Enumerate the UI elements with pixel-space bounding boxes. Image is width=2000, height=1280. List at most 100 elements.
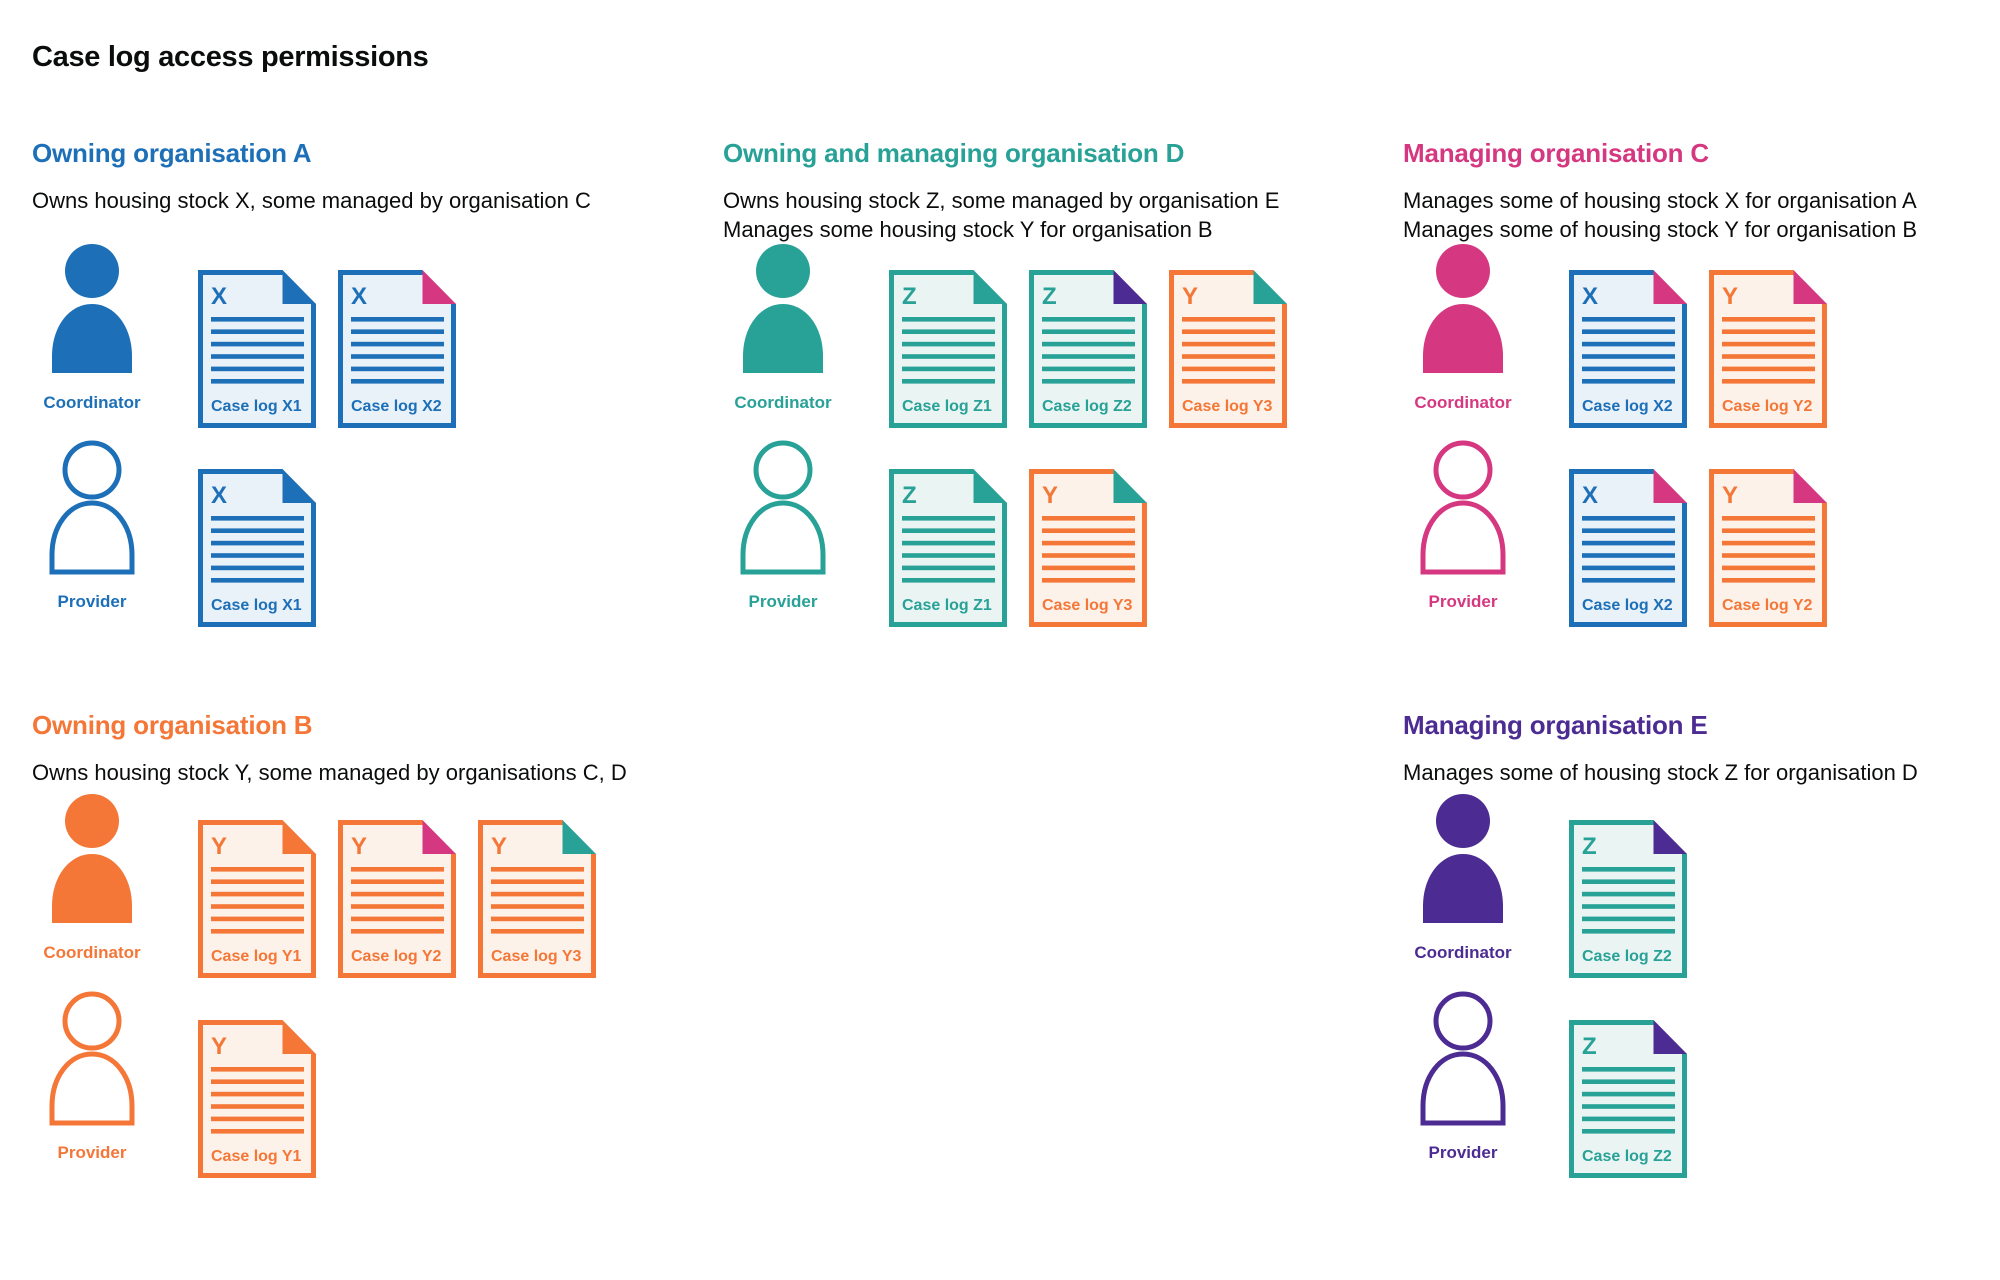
org-c-heading: Managing organisation C xyxy=(1403,138,1709,168)
doc-content-lines xyxy=(211,317,304,384)
doc-content-lines xyxy=(1182,317,1275,384)
role-label: Provider xyxy=(57,1143,127,1162)
folded-corner-icon xyxy=(1653,469,1687,503)
provider-figure: Provider xyxy=(32,439,152,612)
folded-corner-icon xyxy=(1253,270,1287,304)
doc-label: Case log X2 xyxy=(351,398,442,415)
org-a-coordinator-row: Coordinator X Case log X1 X Case log X2 xyxy=(32,240,478,428)
org-d-description-line: Owns housing stock Z, some managed by or… xyxy=(723,188,1280,213)
org-d-heading: Owning and managing organisation D xyxy=(723,138,1185,168)
org-a-description: Owns housing stock X, some managed by or… xyxy=(32,186,591,215)
case-log-document: X Case log X2 xyxy=(1569,270,1687,428)
folded-corner-icon xyxy=(1793,270,1827,304)
coordinator-figure: Coordinator xyxy=(1403,240,1523,413)
role-label: Coordinator xyxy=(1414,943,1512,962)
doc-stock-letter: X xyxy=(1582,283,1598,310)
doc-group: X Case log X1 xyxy=(198,469,338,627)
case-log-document: Y Case log Y2 xyxy=(1709,469,1827,627)
doc-label: Case log Z1 xyxy=(902,398,992,415)
doc-label: Case log X1 xyxy=(211,398,302,415)
doc-label: Case log Z1 xyxy=(902,597,992,614)
doc-content-lines xyxy=(1582,1067,1675,1134)
doc-content-lines xyxy=(491,867,584,934)
org-b-heading: Owning organisation B xyxy=(32,710,313,740)
coordinator-icon xyxy=(1423,244,1503,373)
case-log-document: Z Case log Z2 xyxy=(1569,820,1687,978)
doc-content-lines xyxy=(1582,317,1675,384)
doc-group: Y Case log Y1 xyxy=(198,1020,338,1178)
doc-content-lines xyxy=(902,516,995,583)
org-e-coordinator-row: Coordinator Z Case log Z2 xyxy=(1403,790,1709,978)
role-label: Coordinator xyxy=(43,393,141,412)
folded-corner-icon xyxy=(562,820,596,854)
role-label: Provider xyxy=(748,592,818,611)
doc-content-lines xyxy=(1722,317,1815,384)
provider-icon xyxy=(49,440,135,575)
org-b-provider-row: Provider Y Case log Y1 xyxy=(32,990,338,1178)
folded-corner-icon xyxy=(282,1020,316,1054)
provider-icon xyxy=(49,991,135,1126)
doc-group: Z Case log Z1 Z Case log Z2 Y xyxy=(889,270,1309,428)
folded-corner-icon xyxy=(973,270,1007,304)
doc-group: Z Case log Z2 xyxy=(1569,1020,1709,1178)
doc-content-lines xyxy=(211,516,304,583)
role-label: Coordinator xyxy=(734,393,832,412)
doc-group: X Case log X2 Y Case log Y2 xyxy=(1569,270,1849,428)
doc-group: Z Case log Z2 xyxy=(1569,820,1709,978)
doc-stock-letter: Y xyxy=(1722,283,1738,310)
folded-corner-icon xyxy=(1653,1020,1687,1054)
doc-stock-letter: Z xyxy=(1042,283,1057,310)
coordinator-figure: Coordinator xyxy=(32,240,152,413)
org-d-description-line: Manages some housing stock Y for organis… xyxy=(723,217,1213,242)
folded-corner-icon xyxy=(422,270,456,304)
doc-label: Case log X1 xyxy=(211,597,302,614)
coordinator-figure: Coordinator xyxy=(723,240,843,413)
folded-corner-icon xyxy=(1653,820,1687,854)
provider-figure: Provider xyxy=(32,990,152,1163)
doc-content-lines xyxy=(1582,516,1675,583)
doc-label: Case log Y3 xyxy=(1182,398,1273,415)
doc-content-lines xyxy=(1042,516,1135,583)
doc-stock-letter: Y xyxy=(211,833,227,860)
doc-content-lines xyxy=(1722,516,1815,583)
org-c-description-line: Manages some of housing stock Y for orga… xyxy=(1403,217,1918,242)
provider-icon xyxy=(740,440,826,575)
doc-content-lines xyxy=(1042,317,1135,384)
folded-corner-icon xyxy=(973,469,1007,503)
doc-stock-letter: Z xyxy=(902,283,917,310)
role-label: Coordinator xyxy=(1414,393,1512,412)
doc-stock-letter: X xyxy=(351,283,367,310)
doc-content-lines xyxy=(1582,867,1675,934)
coordinator-figure: Coordinator xyxy=(1403,790,1523,963)
case-log-document: X Case log X2 xyxy=(1569,469,1687,627)
org-a-provider-row: Provider X Case log X1 xyxy=(32,439,338,627)
doc-stock-letter: Y xyxy=(351,833,367,860)
doc-stock-letter: Y xyxy=(1042,482,1058,509)
doc-stock-letter: Z xyxy=(902,482,917,509)
case-log-document: Y Case log Y3 xyxy=(478,820,596,978)
doc-stock-letter: X xyxy=(211,283,227,310)
doc-content-lines xyxy=(351,317,444,384)
doc-stock-letter: X xyxy=(1582,482,1598,509)
org-c-coordinator-row: Coordinator X Case log X2 Y Case log Y2 xyxy=(1403,240,1849,428)
coordinator-icon xyxy=(52,794,132,923)
case-log-document: X Case log X2 xyxy=(338,270,456,428)
doc-label: Case log Z2 xyxy=(1582,1148,1672,1165)
doc-group: Y Case log Y1 Y Case log Y2 Y xyxy=(198,820,618,978)
org-d-provider-row: Provider Z Case log Z1 Y Case log Y3 xyxy=(723,439,1169,627)
doc-label: Case log Z2 xyxy=(1582,948,1672,965)
doc-label: Case log Y2 xyxy=(1722,398,1813,415)
coordinator-icon xyxy=(52,244,132,373)
org-a-heading: Owning organisation A xyxy=(32,138,312,168)
case-log-document: Y Case log Y3 xyxy=(1169,270,1287,428)
doc-label: Case log Y3 xyxy=(1042,597,1133,614)
doc-content-lines xyxy=(351,867,444,934)
doc-group: X Case log X1 X Case log X2 xyxy=(198,270,478,428)
provider-figure: Provider xyxy=(1403,439,1523,612)
doc-content-lines xyxy=(211,867,304,934)
doc-label: Case log Y1 xyxy=(211,1148,302,1165)
org-a-description-line: Owns housing stock X, some managed by or… xyxy=(32,188,591,213)
folded-corner-icon xyxy=(282,820,316,854)
org-e-description-line: Manages some of housing stock Z for orga… xyxy=(1403,760,1918,785)
